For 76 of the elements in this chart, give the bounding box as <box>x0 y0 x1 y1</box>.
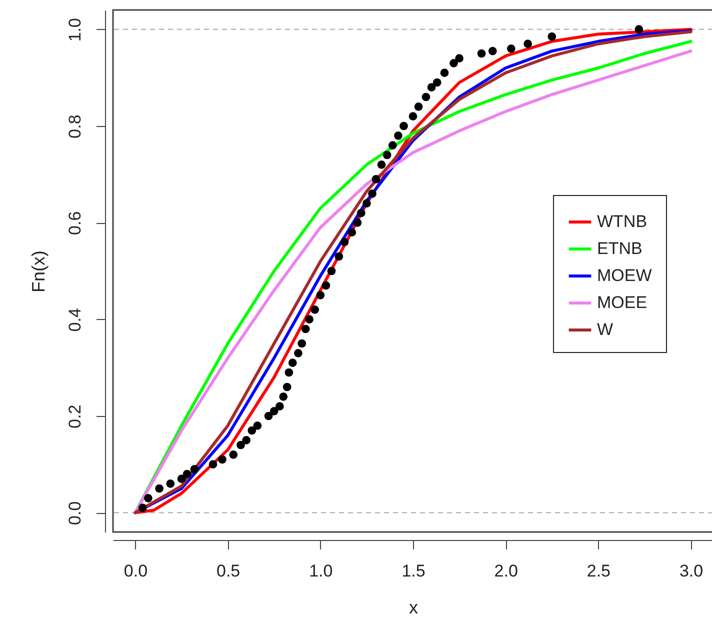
point <box>634 25 644 34</box>
point <box>242 436 251 444</box>
point <box>284 368 294 377</box>
point <box>348 228 356 237</box>
point <box>327 266 336 276</box>
point <box>400 122 408 130</box>
point <box>236 440 245 450</box>
x-tick-label: 3.0 <box>679 562 704 580</box>
point <box>414 102 423 111</box>
y-tick-label: 0.6 <box>66 211 84 235</box>
point <box>334 252 344 261</box>
point <box>279 392 288 401</box>
point <box>427 83 436 92</box>
x-tick-label: 1.5 <box>402 562 426 580</box>
point <box>372 174 380 184</box>
point <box>488 46 497 56</box>
point <box>218 455 226 464</box>
legend-label: WTNB <box>597 212 648 231</box>
point <box>477 49 486 58</box>
point <box>182 470 192 478</box>
point <box>408 112 418 121</box>
point <box>155 484 164 493</box>
point <box>177 474 186 484</box>
legend-label: MOEW <box>597 266 652 285</box>
point <box>282 382 292 392</box>
point <box>248 426 256 435</box>
point <box>138 504 147 512</box>
point <box>388 141 397 150</box>
point <box>548 32 556 41</box>
x-tick-label: 2.0 <box>494 562 518 580</box>
point <box>455 54 464 63</box>
point <box>298 339 306 348</box>
point <box>190 464 199 474</box>
y-tick-label: 0.2 <box>66 404 84 428</box>
legend-label: W <box>597 320 614 339</box>
point <box>288 358 297 368</box>
point <box>275 402 284 411</box>
point <box>144 494 152 502</box>
y-axis-title: Fn(x) <box>28 250 48 292</box>
point <box>506 44 516 53</box>
y-tick-label: 1.0 <box>66 18 84 42</box>
point <box>166 479 175 488</box>
point <box>229 450 238 459</box>
point <box>294 348 302 358</box>
point <box>524 40 532 48</box>
point <box>440 68 449 78</box>
point <box>253 421 262 430</box>
point <box>356 208 366 218</box>
point <box>362 199 371 208</box>
point <box>316 290 325 300</box>
x-axis-title: x <box>409 598 418 618</box>
point <box>353 218 362 227</box>
point <box>432 78 442 87</box>
point <box>305 315 314 324</box>
point <box>270 406 278 416</box>
legend-label: MOEE <box>597 293 648 312</box>
y-tick-label: 0.0 <box>66 501 84 525</box>
point <box>264 412 273 420</box>
point <box>208 460 218 469</box>
x-tick-label: 0.5 <box>216 562 240 580</box>
point <box>394 131 402 140</box>
point <box>368 189 376 198</box>
x-tick-label: 2.5 <box>586 562 611 580</box>
y-tick-label: 0.8 <box>66 114 84 138</box>
point <box>450 58 458 68</box>
point <box>382 150 392 160</box>
y-tick-label: 0.4 <box>66 308 84 332</box>
legend-label: ETNB <box>597 239 642 258</box>
x-tick-label: 0.0 <box>124 562 148 580</box>
point <box>322 281 330 290</box>
point <box>310 305 320 314</box>
point <box>422 92 430 102</box>
point <box>377 160 386 169</box>
x-tick-label: 1.0 <box>309 562 333 580</box>
point <box>340 238 349 246</box>
point <box>301 324 310 334</box>
